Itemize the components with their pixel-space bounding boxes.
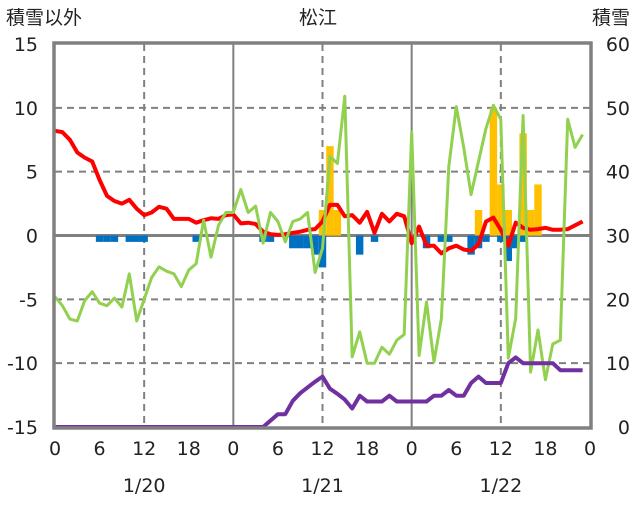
x-tick-label: 0 [584, 438, 596, 460]
date-label: 1/20 [123, 475, 166, 497]
right-tick-label: 50 [606, 98, 630, 120]
blue-bar [289, 235, 297, 249]
blue-bar [511, 235, 520, 249]
right-tick-label: 40 [606, 162, 630, 184]
x-tick-label: 18 [177, 438, 201, 460]
left-tick-label: -15 [7, 417, 38, 439]
blue-bar [482, 235, 490, 242]
orange-bar [333, 209, 342, 236]
chart-title: 松江 [299, 7, 337, 29]
blue-bar [437, 235, 446, 242]
date-label: 1/22 [479, 475, 522, 497]
blue-bar [266, 235, 275, 242]
blue-bar [504, 235, 512, 262]
left-tick-label: 10 [14, 98, 38, 120]
blue-bar [467, 235, 475, 255]
x-tick-label: 6 [450, 438, 462, 460]
left-axis-label: 積雪以外 [6, 7, 82, 29]
blue-bar [355, 235, 364, 255]
orange-bar [519, 133, 527, 236]
x-tick-label: 18 [533, 438, 557, 460]
left-tick-label: 5 [26, 162, 38, 184]
plot-frame [52, 41, 593, 430]
x-tick-label: 12 [310, 438, 334, 460]
x-tick-label: 0 [49, 438, 61, 460]
orange-bar [489, 107, 498, 236]
purple-series-line [55, 355, 583, 429]
right-tick-label: 0 [618, 417, 630, 439]
blue-bar [95, 235, 104, 242]
blue-bar [519, 235, 527, 242]
blue-bar [370, 235, 379, 242]
blue-bar [103, 235, 111, 242]
left-tick-label: 0 [26, 226, 38, 248]
blue-bar [133, 235, 141, 242]
left-tick-label: 15 [14, 34, 38, 56]
orange-bar [534, 184, 542, 236]
x-tick-label: 12 [132, 438, 156, 460]
left-tick-label: -10 [7, 353, 38, 375]
blue-bar [140, 235, 148, 242]
date-label: 1/21 [301, 475, 344, 497]
x-tick-label: 6 [94, 438, 106, 460]
orange-bar [474, 209, 483, 236]
x-tick-label: 0 [227, 438, 239, 460]
x-tick-label: 6 [272, 438, 284, 460]
right-tick-label: 30 [606, 226, 630, 248]
right-tick-label: 60 [606, 34, 630, 56]
x-tick-label: 18 [355, 438, 379, 460]
right-tick-label: 20 [606, 289, 630, 311]
orange-bar [326, 146, 334, 236]
left-tick-label: -5 [19, 289, 38, 311]
right-axis-label: 積雪 [592, 7, 630, 29]
blue-bar [125, 235, 134, 242]
blue-bar [192, 235, 200, 242]
blue-bar [311, 235, 319, 255]
blue-bar [497, 235, 505, 242]
orange-bar [497, 184, 505, 236]
blue-bar [110, 235, 119, 242]
x-tick-label: 12 [489, 438, 513, 460]
green-series-line [53, 94, 584, 382]
red-series-line [54, 128, 584, 256]
orange-bar [504, 209, 512, 236]
x-tick-label: 0 [406, 438, 418, 460]
blue-bar [303, 235, 312, 249]
blue-bar [445, 235, 453, 242]
blue-bar [296, 235, 304, 249]
right-tick-label: 10 [606, 353, 630, 375]
orange-bar [526, 209, 535, 236]
